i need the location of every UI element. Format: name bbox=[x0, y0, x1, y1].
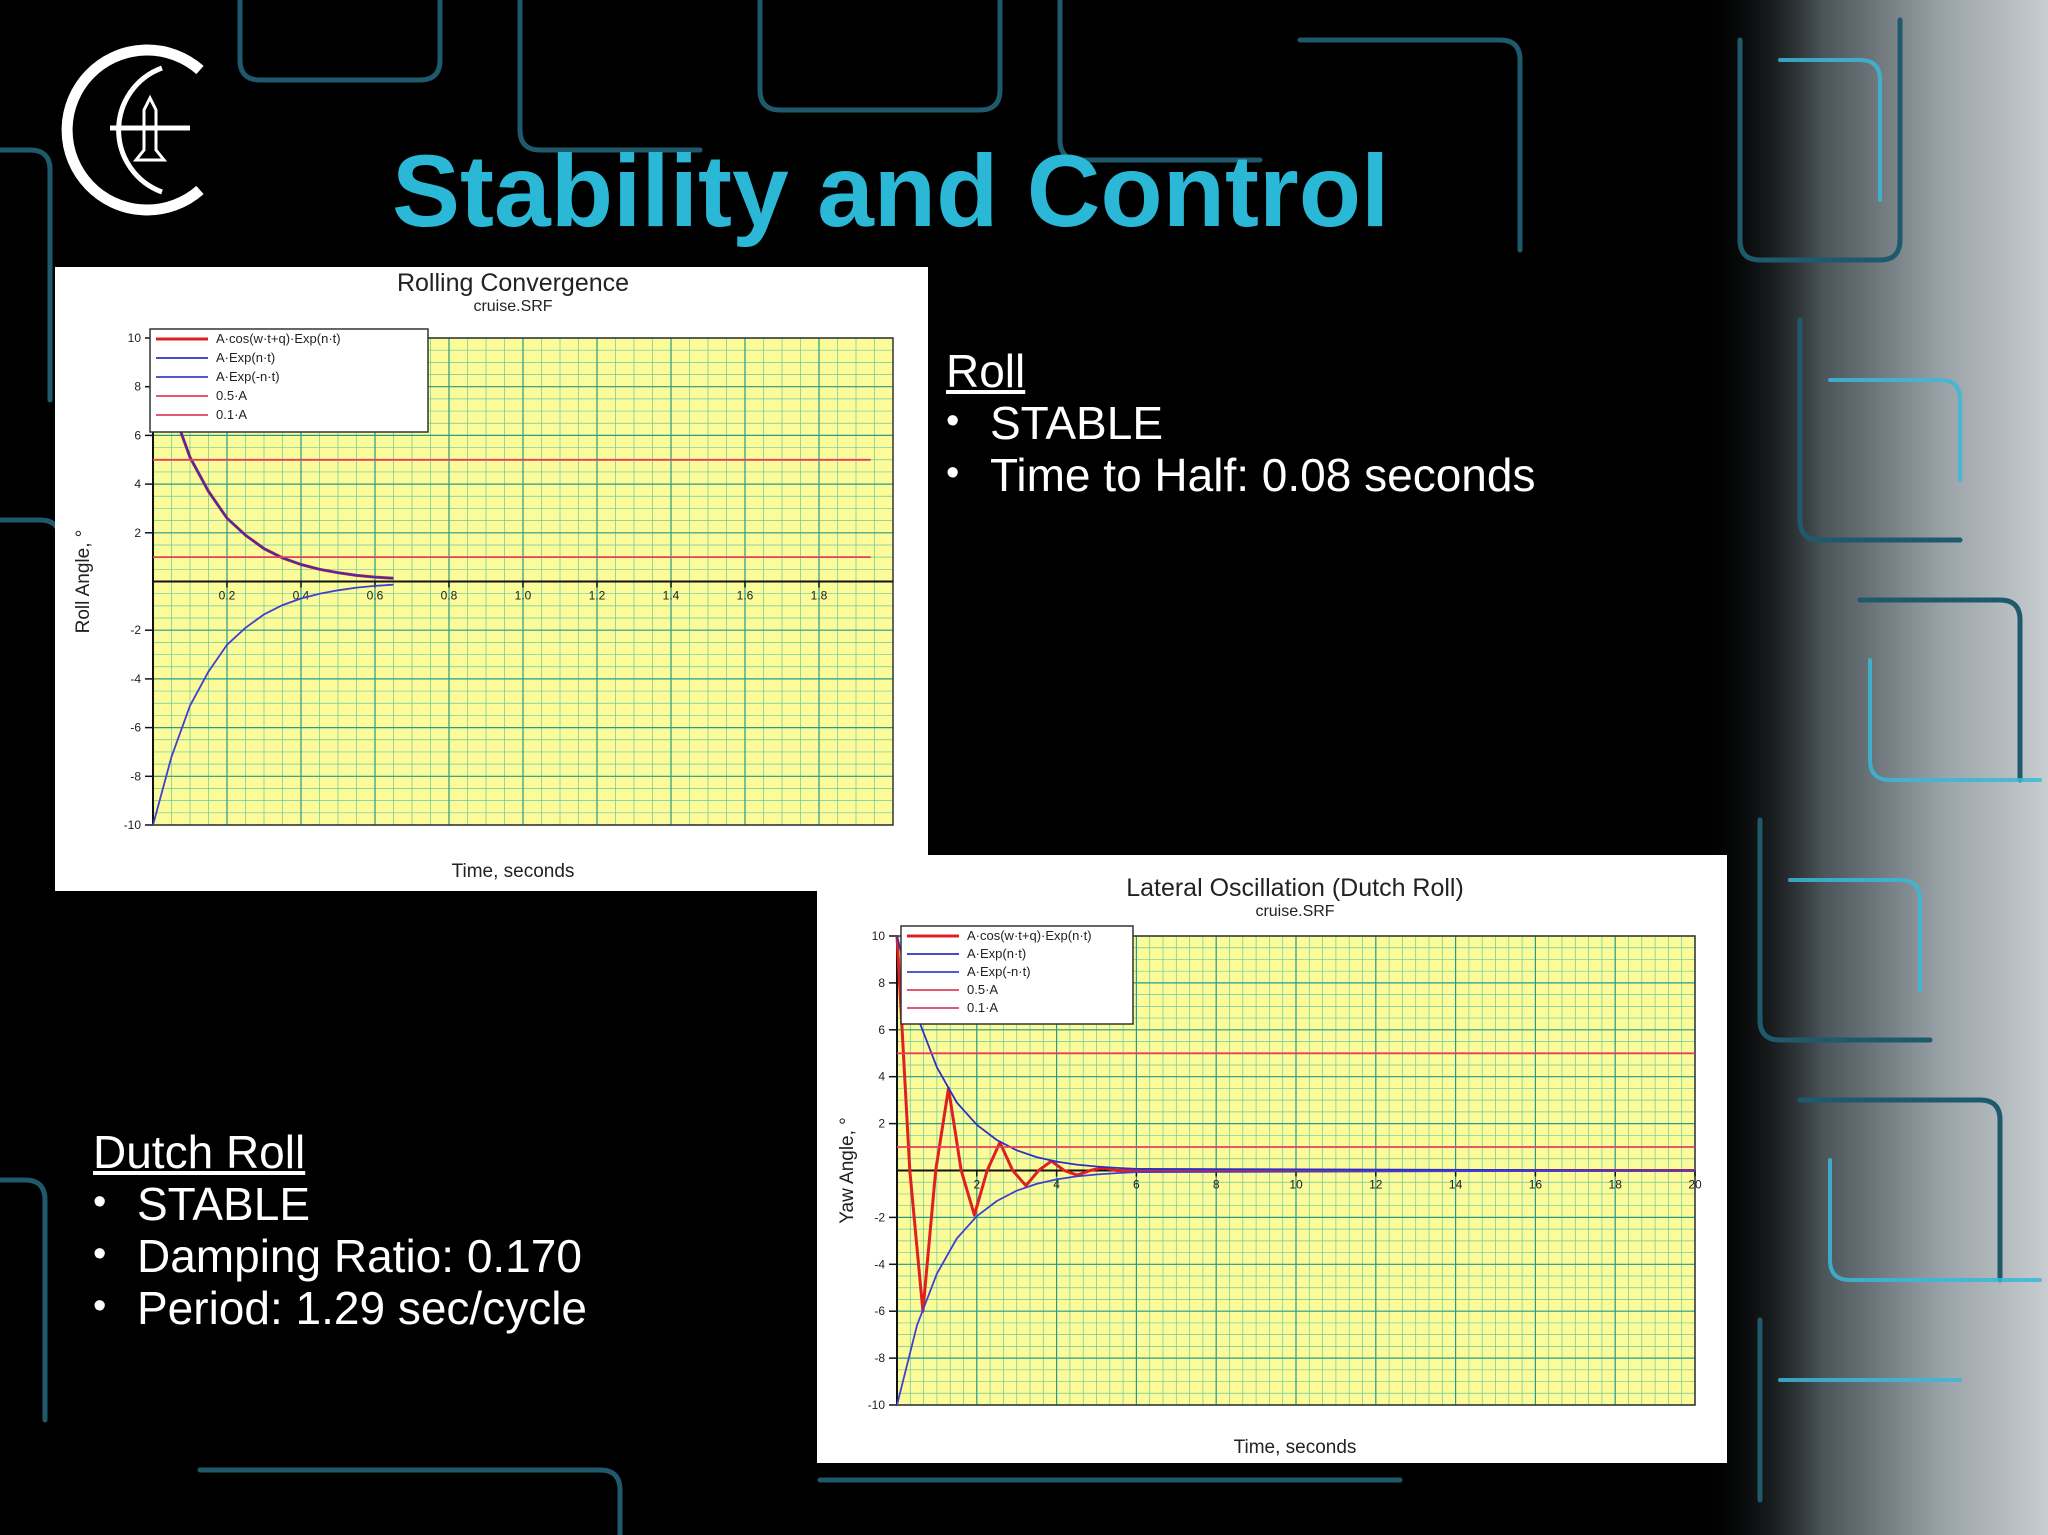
legend-entry: A·cos(w·t+q)·Exp(n·t) bbox=[967, 928, 1092, 943]
series-line bbox=[895, 935, 1695, 1313]
legend-entry: 0.5·A bbox=[216, 388, 247, 403]
roll-bullet-list: STABLE Time to Half: 0.08 seconds bbox=[946, 395, 1535, 501]
y-tick-label: -10 bbox=[124, 818, 142, 832]
x-tick-label: 8 bbox=[1213, 1178, 1220, 1192]
series-line bbox=[896, 1169, 1696, 1406]
series-line bbox=[896, 935, 1696, 1172]
y-tick-label: -8 bbox=[130, 769, 141, 783]
x-tick-label: 1.2 bbox=[589, 589, 606, 603]
chart-title: Lateral Oscillation (Dutch Roll) bbox=[1126, 874, 1464, 902]
legend-entry: A·Exp(-n·t) bbox=[216, 369, 280, 384]
x-tick-label: 1.6 bbox=[737, 589, 754, 603]
page-title: Stability and Control bbox=[392, 134, 1390, 248]
legend-entry: A·Exp(n·t) bbox=[967, 946, 1026, 961]
y-tick-label: 6 bbox=[878, 1023, 885, 1037]
dutch-roll-heading: Dutch Roll bbox=[93, 1126, 306, 1178]
y-axis-label: Yaw Angle, ° bbox=[837, 1117, 858, 1224]
dutch-roll-bullet: Damping Ratio: 0.170 bbox=[93, 1228, 587, 1282]
chart-panel-rolling: Rolling Convergence cruise.SRF 10 8 6 4 2 -2 -4 -… bbox=[55, 267, 928, 891]
dutch-roll-info: Dutch Roll STABLE Damping Ratio: 0.170 P… bbox=[93, 1126, 587, 1334]
chart-subtitle: cruise.SRF bbox=[1255, 903, 1334, 920]
legend-entry: A·cos(w·t+q)·Exp(n·t) bbox=[216, 331, 341, 346]
chart-lateral-oscillation: Lateral Oscillation (Dutch Roll)cruise.S… bbox=[837, 874, 1702, 1458]
y-tick-label: 2 bbox=[878, 1117, 885, 1131]
x-tick-label: 20 bbox=[1688, 1178, 1702, 1192]
roll-bullet: STABLE bbox=[946, 395, 1535, 449]
series-line bbox=[152, 337, 394, 580]
dutch-roll-bullet: Period: 1.29 sec/cycle bbox=[93, 1280, 587, 1334]
y-axis-label: Roll Angle, ° bbox=[73, 530, 94, 634]
x-tick-label: 1.4 bbox=[663, 589, 680, 603]
y-tick-label: 10 bbox=[872, 929, 886, 943]
roll-heading: Roll bbox=[946, 345, 1026, 397]
y-tick-label: -10 bbox=[868, 1398, 886, 1412]
chart-title: Rolling Convergence bbox=[397, 269, 629, 297]
x-axis-label: Time, seconds bbox=[452, 861, 575, 882]
legend: A·cos(w·t+q)·Exp(n·t) A·Exp(n·t) A·Exp(-n·… bbox=[149, 328, 429, 433]
y-tick-label: -6 bbox=[130, 721, 141, 735]
y-tick-label: -2 bbox=[130, 623, 141, 637]
dutch-roll-bullet-list: STABLE Damping Ratio: 0.170 Period: 1.29… bbox=[93, 1176, 587, 1334]
chart-subtitle: cruise.SRF bbox=[473, 298, 552, 315]
x-tick-label: 0.6 bbox=[367, 589, 384, 603]
legend: A·cos(w·t+q)·Exp(n·t) A·Exp(n·t) A·Exp(-n·… bbox=[900, 925, 1134, 1025]
x-tick-label: 12 bbox=[1369, 1178, 1383, 1192]
y-tick-label: 2 bbox=[134, 526, 141, 540]
y-tick-label: -4 bbox=[874, 1257, 885, 1271]
legend-entry: A·Exp(n·t) bbox=[216, 350, 275, 365]
legend-entry: 0.1·A bbox=[216, 407, 247, 422]
series-line bbox=[152, 583, 394, 826]
x-tick-label: 18 bbox=[1609, 1178, 1623, 1192]
x-tick-label: 16 bbox=[1529, 1178, 1543, 1192]
y-tick-label: 8 bbox=[134, 380, 141, 394]
x-tick-label: 4 bbox=[1053, 1178, 1060, 1192]
x-tick-label: 10 bbox=[1289, 1178, 1303, 1192]
y-tick-label: 6 bbox=[134, 428, 141, 442]
y-tick-label: -6 bbox=[874, 1304, 885, 1318]
y-tick-label: 4 bbox=[134, 477, 141, 491]
x-tick-label: 6 bbox=[1133, 1178, 1140, 1192]
y-tick-label: -4 bbox=[130, 672, 141, 686]
x-tick-label: 1.0 bbox=[515, 589, 532, 603]
legend-entry: 0.1·A bbox=[967, 1000, 998, 1015]
x-axis-label: Time, seconds bbox=[1234, 1437, 1357, 1458]
dutch-roll-bullet: STABLE bbox=[93, 1176, 587, 1230]
roll-info: Roll STABLE Time to Half: 0.08 seconds bbox=[946, 345, 1535, 501]
x-tick-label: 1.8 bbox=[811, 589, 828, 603]
y-tick-label: 10 bbox=[128, 331, 142, 345]
x-tick-label: 0.2 bbox=[219, 589, 236, 603]
legend-entry: 0.5·A bbox=[967, 982, 998, 997]
x-tick-label: 0.8 bbox=[441, 589, 458, 603]
y-tick-label: 8 bbox=[878, 976, 885, 990]
y-tick-label: 4 bbox=[878, 1070, 885, 1084]
y-tick-label: -2 bbox=[874, 1210, 885, 1224]
x-tick-label: 14 bbox=[1449, 1178, 1463, 1192]
x-tick-label: 2 bbox=[973, 1178, 980, 1192]
chart-panel-dutch-roll: Lateral Oscillation (Dutch Roll) cruise.S… bbox=[817, 855, 1727, 1463]
y-tick-label: -8 bbox=[874, 1351, 885, 1365]
roll-bullet: Time to Half: 0.08 seconds bbox=[946, 447, 1535, 501]
x-tick-label: 0.4 bbox=[293, 589, 310, 603]
logo-icon bbox=[61, 44, 204, 216]
legend-entry: A·Exp(-n·t) bbox=[967, 964, 1031, 979]
